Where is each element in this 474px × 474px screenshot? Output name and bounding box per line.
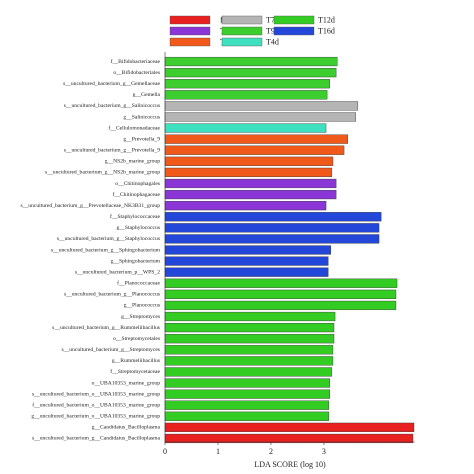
category-label: s__uncultured_bacterium_g__Planococcus — [64, 292, 160, 298]
x-axis-label: LDA SCORE (log 10) — [254, 460, 326, 469]
category-label: g__Salinicoccus — [123, 114, 160, 120]
x-tick-label: 3 — [322, 447, 326, 456]
bar — [164, 300, 397, 311]
category-label: s__uncultured_bacterium_g__Prevotellacea… — [21, 203, 161, 209]
category-label: f__uncultured_bacterium_o__UBA10353_mari… — [32, 401, 160, 408]
bar — [164, 134, 348, 144]
bar — [164, 289, 397, 299]
bar — [164, 68, 337, 78]
legend-swatch — [221, 26, 263, 36]
bar — [164, 123, 327, 133]
bar — [164, 323, 335, 333]
bar — [164, 245, 332, 255]
legend-swatch — [169, 26, 211, 36]
category-label: s__uncultured_bacterium_g__Salinicoccus — [64, 103, 160, 109]
category-label: s__uncultured_bacterium_g__Gemellaceae — [63, 81, 160, 87]
bar — [164, 234, 380, 244]
bar — [164, 212, 382, 222]
x-tick-label: 2 — [269, 447, 273, 456]
category-label: g__uncultured_bacterium_o__UBA10353_mari… — [31, 414, 160, 420]
category-label: g__Rummeliibacillus — [112, 358, 160, 364]
bar — [164, 101, 359, 111]
bar — [164, 311, 336, 322]
legend-label: T4d — [266, 37, 279, 46]
bar — [164, 112, 356, 122]
bar — [164, 189, 337, 200]
legend-swatch — [169, 37, 211, 47]
bar — [164, 223, 380, 233]
bar — [164, 178, 337, 189]
category-label: s__uncultured_bacterium_g__Rummeliibacil… — [52, 325, 160, 331]
category-label: f__Planococcaceae — [117, 280, 160, 287]
category-label: o__Bifidobacteriales — [113, 69, 160, 76]
category-label: g__Staphylococcus — [117, 225, 161, 231]
legend-swatch — [169, 15, 211, 25]
category-label: f__Streptomycetaceae — [110, 368, 160, 375]
bar — [164, 433, 414, 444]
bar — [164, 389, 330, 399]
category-label: g__Candidatus_Bacilloplasma — [92, 425, 161, 431]
bar — [164, 422, 415, 432]
bar — [164, 90, 328, 100]
category-label: g__Streptomyces — [121, 314, 160, 320]
category-label: f__Bifidobacteriaceae — [111, 58, 161, 65]
bar — [164, 345, 334, 355]
bar — [164, 167, 333, 178]
bar — [164, 334, 335, 344]
category-label: g__NS2b_marine_group — [105, 159, 161, 165]
category-label: g__Prevotella_9 — [123, 136, 160, 142]
category-label: s__uncultured_bacterium_g__Prevotella_9 — [64, 148, 161, 154]
legend-swatch — [221, 15, 263, 25]
bar — [164, 378, 330, 388]
legend-swatch — [273, 15, 315, 25]
category-label: f__Chitinophagaceae — [112, 191, 160, 198]
legend-label: T12d — [318, 15, 335, 24]
bar — [164, 145, 345, 155]
bar — [164, 56, 338, 67]
category-label: s__uncultured_bacterium_p__WPS_2 — [75, 269, 160, 275]
bar — [164, 367, 333, 377]
category-label: s__uncultured_bacterium_g__Streptomyces — [62, 347, 161, 353]
category-label: s__uncultured_bacterium_g__Staphylococcu… — [57, 236, 160, 242]
category-label: s__uncultured_bacterium_o__UBA10353_mari… — [32, 391, 160, 397]
bar — [164, 400, 329, 410]
category-label: g__Sphingobacterium — [111, 258, 161, 264]
bar — [164, 256, 329, 266]
bar — [164, 79, 330, 89]
category-label: g__Planococcus — [124, 303, 160, 309]
category-label: o__UBA10353_marine_group — [92, 380, 161, 386]
legend-swatch — [273, 26, 315, 36]
bar — [164, 278, 398, 288]
category-label: o__Chitinophagales — [115, 181, 160, 187]
bar — [164, 156, 334, 166]
category-label: f__Staphylococcaceae — [110, 213, 161, 220]
x-tick-label: 0 — [163, 447, 167, 456]
bar — [164, 411, 329, 421]
legend-swatch — [221, 37, 263, 47]
bar — [164, 201, 327, 211]
category-label: s__uncultured_bacterium_g__Candidatus_Ba… — [32, 436, 161, 442]
x-tick-label: 1 — [216, 447, 220, 456]
category-label: o__Streptomycetales — [113, 336, 160, 342]
category-label: g__Gemella — [133, 92, 161, 98]
category-label: f__Cellulomonadaceae — [108, 124, 160, 131]
category-label: s__uncultured_bacterium_g__NS2b_marine_g… — [45, 170, 160, 176]
bar — [164, 267, 329, 277]
legend-label: T16d — [318, 26, 335, 35]
bar — [164, 356, 334, 366]
category-label: s__uncultured_bacterium_g__Sphingobacter… — [51, 247, 161, 253]
